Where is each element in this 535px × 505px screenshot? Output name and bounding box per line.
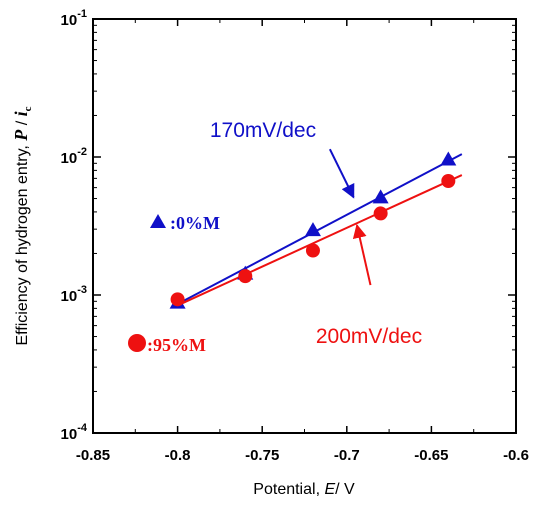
y-tick-label: 10-2 bbox=[61, 146, 87, 167]
x-tick-label: -0.85 bbox=[76, 447, 110, 464]
point-95pct bbox=[441, 174, 456, 189]
point-95pct bbox=[170, 292, 185, 307]
y-axis-ticks: 10-4 10-3 10-2 10-1 bbox=[61, 8, 516, 443]
x-tick-label: -0.65 bbox=[414, 447, 448, 464]
annotations: 170mV/dec 200mV/dec bbox=[210, 119, 422, 348]
y-tick-label: 10-1 bbox=[61, 8, 87, 29]
y-tick-label: 10-3 bbox=[61, 284, 87, 305]
y-tick-label: 10-4 bbox=[61, 422, 88, 443]
annotation-arrow-170 bbox=[328, 148, 355, 199]
x-tick-label: -0.6 bbox=[503, 447, 529, 464]
fit-lines bbox=[177, 153, 463, 307]
x-tick-label: -0.7 bbox=[334, 447, 360, 464]
legend: :0%M :95%M bbox=[128, 213, 220, 355]
x-tick-label: -0.8 bbox=[165, 447, 191, 464]
legend-label-0pct: :0%M bbox=[170, 213, 220, 233]
y-axis-title: Efficiency of hydrogen entry, P / ic bbox=[11, 106, 34, 345]
fit-line-0pct bbox=[177, 153, 463, 305]
legend-label-95pct: :95%M bbox=[147, 335, 206, 355]
annotation-200: 200mV/dec bbox=[316, 325, 422, 348]
point-95pct bbox=[373, 206, 388, 221]
x-tick-label: -0.75 bbox=[245, 447, 279, 464]
x-axis-title: Potential, E/ V bbox=[253, 481, 355, 498]
point-95pct bbox=[305, 243, 320, 258]
data-points bbox=[169, 151, 457, 309]
x-axis-ticks: -0.85 -0.8 -0.75 -0.7 -0.65 -0.6 bbox=[76, 19, 529, 464]
legend-marker-95pct bbox=[128, 334, 146, 352]
point-0pct bbox=[304, 222, 321, 237]
annotation-170: 170mV/dec bbox=[210, 119, 316, 142]
annotation-arrow-200 bbox=[352, 223, 372, 286]
point-95pct bbox=[238, 269, 253, 284]
point-0pct bbox=[440, 151, 457, 166]
point-0pct bbox=[372, 189, 389, 204]
fit-line-95pct bbox=[177, 174, 463, 307]
legend-marker-0pct bbox=[150, 214, 166, 228]
